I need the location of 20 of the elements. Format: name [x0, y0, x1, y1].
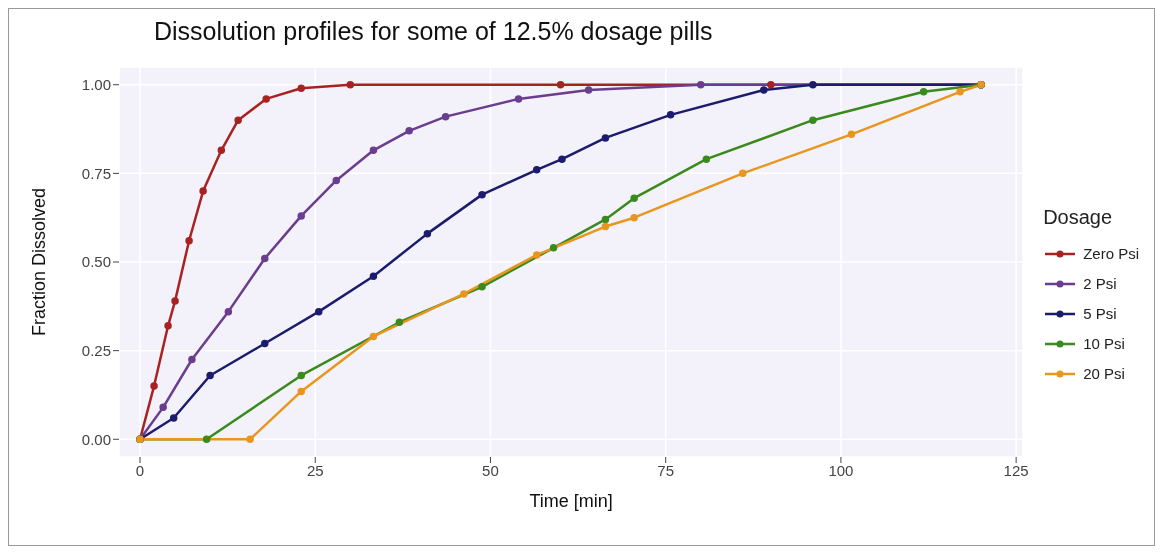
legend-title: Dosage: [1043, 205, 1114, 229]
x-tick-label: 75: [657, 461, 675, 479]
x-tick-label: 100: [828, 461, 854, 479]
y-axis-title: Fraction Dissolved: [29, 187, 50, 337]
legend-label: 2 Psi: [1083, 275, 1117, 292]
x-axis-title: Time [min]: [529, 491, 613, 511]
x-tick-label: 0: [135, 461, 145, 479]
legend-label: 10 Psi: [1083, 335, 1125, 352]
x-tick-label: 50: [482, 461, 499, 479]
x-tick-label: 25: [306, 461, 324, 479]
y-tick-label: 1.00: [81, 76, 111, 94]
legend-label: 5 Psi: [1083, 305, 1117, 322]
y-tick-label: 0.75: [81, 164, 111, 182]
x-tick-label: 125: [1003, 461, 1029, 479]
chart-title: Dissolution profiles for some of 12.5% dosage pills: [154, 17, 713, 46]
y-tick-label: 0.00: [81, 430, 111, 448]
legend-label: Zero Psi: [1083, 245, 1139, 262]
y-tick-label: 0.50: [81, 253, 111, 271]
y-tick-label: 0.25: [81, 341, 111, 359]
legend-label: 20 Psi: [1083, 365, 1125, 382]
